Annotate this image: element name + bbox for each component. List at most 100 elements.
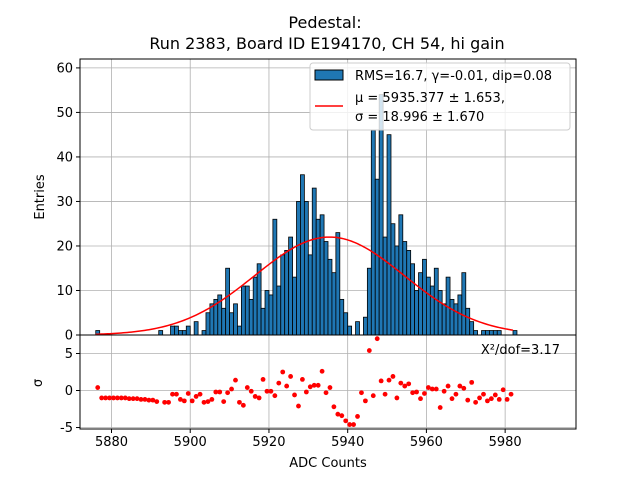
y-tick-label: 40: [56, 150, 73, 165]
histogram-bar: [323, 241, 329, 336]
histogram-bar: [268, 294, 274, 336]
residual-point: [229, 386, 234, 392]
histogram-bar: [178, 330, 183, 336]
residual-point: [355, 414, 360, 419]
histogram-bar: [284, 250, 290, 336]
residual-point: [437, 405, 443, 410]
legend-hist-swatch: [314, 69, 344, 81]
histogram-bar: [437, 290, 443, 336]
chart-title-line2: Run 2383, Board ID E194170, CH 54, hi ga…: [149, 34, 504, 53]
residual-point: [374, 336, 380, 342]
histogram-bar: [418, 272, 423, 336]
histogram-bar: [370, 129, 376, 336]
residual-point: [311, 382, 317, 388]
residual-point: [327, 385, 333, 390]
residual-point: [386, 377, 392, 383]
histogram-bar: [240, 285, 246, 336]
residual-point: [453, 391, 459, 397]
histogram-bar: [276, 285, 282, 336]
x-tick-label: 5960: [410, 435, 443, 450]
y-axis-label-sigma: σ: [31, 379, 46, 387]
residual-point: [441, 388, 447, 394]
residual-point: [99, 395, 105, 401]
residual-point: [197, 391, 203, 397]
residual-point: [284, 383, 290, 389]
residual-point: [256, 395, 262, 401]
residual-point: [331, 404, 337, 410]
residual-point: [221, 399, 227, 405]
histogram-bar: [252, 276, 258, 336]
histogram-bar: [382, 236, 388, 336]
histogram-y-ticks: 0 10 20 30 40 50 60: [56, 61, 80, 344]
histogram-bar: [229, 312, 234, 336]
histogram-bar: [292, 276, 297, 336]
residual-point: [445, 383, 451, 389]
residual-point: [244, 385, 250, 390]
residual-point: [473, 399, 479, 405]
residual-point: [150, 397, 156, 403]
residual-point: [300, 377, 305, 382]
histogram-bar: [366, 267, 372, 336]
histogram-bar: [449, 298, 455, 336]
histogram-bar: [221, 307, 227, 336]
residual-point: [252, 394, 258, 399]
histogram-bar: [339, 298, 345, 336]
residual-point: [217, 389, 223, 395]
residual-point: [425, 385, 431, 390]
histogram-bar: [414, 290, 419, 336]
residual-point: [280, 369, 286, 375]
histogram-bar: [307, 254, 313, 336]
y-tick-label: 30: [56, 195, 73, 210]
y-tick-label: -5: [60, 421, 73, 436]
histogram-bar: [488, 330, 494, 336]
residual-point: [142, 396, 148, 402]
residual-point: [174, 391, 179, 397]
residual-point: [414, 389, 419, 395]
legend-hist-label: RMS=16.7, γ=-0.01, dip=0.08: [355, 69, 552, 84]
residual-point: [138, 396, 144, 402]
histogram-bar: [311, 187, 317, 336]
y-tick-label: 0: [65, 384, 73, 399]
residual-point: [347, 422, 353, 427]
residual-point: [177, 396, 183, 402]
histogram-panel: 0 10 20 30 40 50 60 RMS=16.7, γ=-0.01, dip=0.0…: [33, 58, 577, 344]
x-tick-label: 5920: [252, 435, 285, 450]
histogram-bar: [280, 254, 286, 336]
histogram-bar: [469, 321, 475, 336]
histogram-bar: [481, 330, 486, 336]
histogram-bar: [205, 312, 211, 336]
residual-point: [504, 396, 510, 402]
histogram-bar: [185, 325, 191, 336]
x-tick-label: 5880: [95, 435, 128, 450]
residual-point: [185, 391, 191, 396]
residual-point: [343, 418, 349, 424]
y-tick-label: 50: [56, 106, 73, 121]
histogram-bar: [331, 272, 337, 336]
y-tick-label: 20: [56, 239, 73, 254]
gaussian-fit-curve: [95, 236, 514, 336]
histogram-bars: [95, 94, 518, 336]
histogram-bar: [300, 174, 305, 336]
histogram-bar: [209, 303, 215, 336]
histogram-bar: [512, 330, 518, 336]
histogram-bar: [473, 330, 478, 336]
residual-grid: [80, 335, 576, 429]
legend-fit-label-line1: μ = 5935.377 ± 1.653,: [355, 91, 505, 106]
histogram-bar: [181, 330, 187, 336]
x-tick-label: 5900: [174, 435, 207, 450]
residual-point: [237, 399, 242, 405]
histogram-bar: [319, 214, 325, 336]
residual-point: [296, 403, 301, 409]
residual-point: [477, 395, 482, 401]
histogram-bar: [264, 290, 270, 336]
residual-point: [264, 388, 270, 394]
residual-point: [406, 381, 412, 387]
residual-point: [382, 391, 388, 397]
histogram-bar: [433, 267, 439, 336]
histogram-bar: [406, 250, 412, 336]
histogram-bar: [386, 134, 392, 336]
residual-point: [465, 397, 471, 403]
histogram-bar: [296, 201, 301, 336]
residual-point: [402, 383, 408, 389]
